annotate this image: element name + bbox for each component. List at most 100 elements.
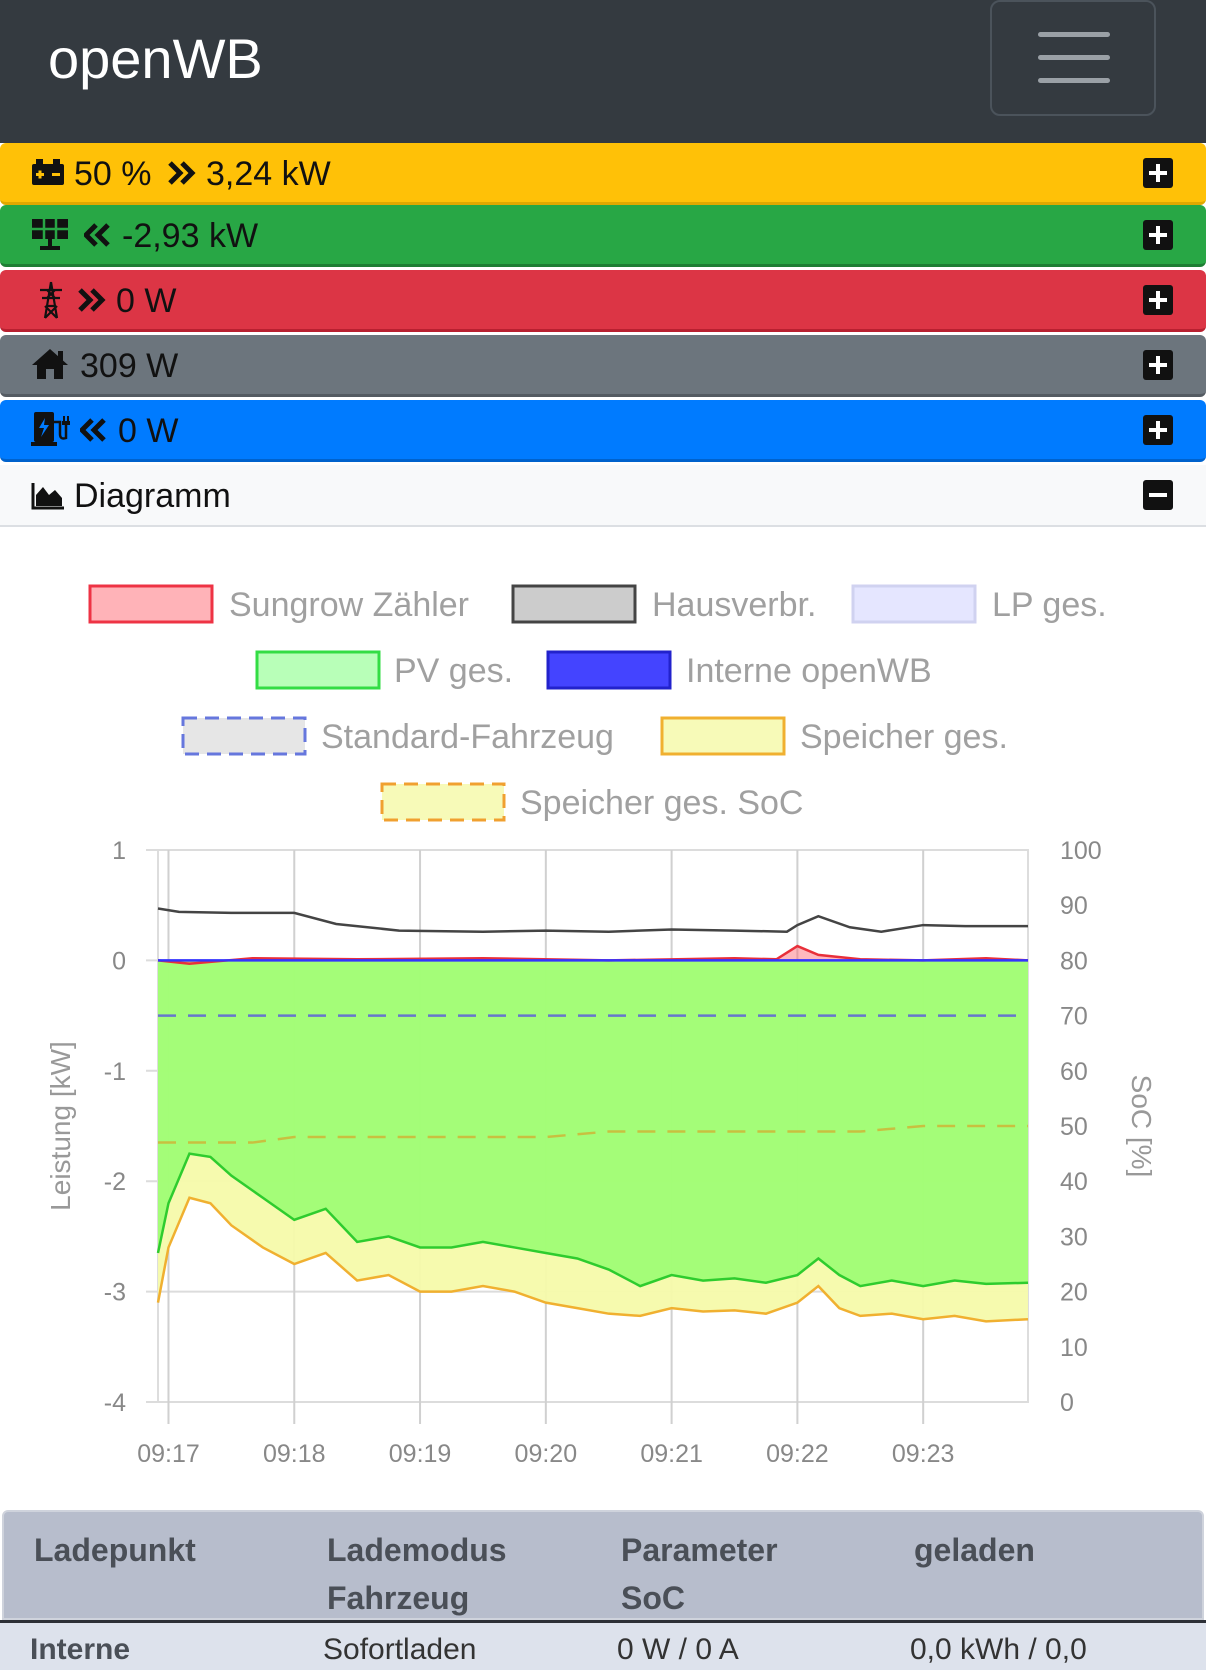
plus-square-icon[interactable]: [1142, 157, 1174, 189]
y-axis-title: Leistung [kW]: [45, 1041, 76, 1211]
header-line: Fahrzeug: [327, 1580, 470, 1616]
geladen-cell: 0,0 kWh / 0,0: [910, 1633, 1087, 1666]
pv-row[interactable]: -2,93 kW: [0, 205, 1206, 267]
house-row[interactable]: 309 W: [0, 335, 1206, 397]
y2-axis-title: SoC [%]: [1126, 1075, 1157, 1178]
legend-label[interactable]: Speicher ges.: [800, 718, 1008, 756]
diagram-label: Diagramm: [74, 477, 231, 515]
battery-soc: 50 %: [74, 155, 152, 193]
chargepoint-row[interactable]: 0 W: [0, 400, 1206, 462]
grid-power: 0 W: [116, 282, 177, 320]
header-line: Ladepunkt: [34, 1532, 196, 1568]
diagram-row[interactable]: Diagramm: [0, 465, 1206, 527]
x-tick-label: 09:20: [515, 1440, 578, 1468]
battery-power: 3,24 kW: [206, 155, 331, 193]
table-row[interactable]: Interne Sofortladen 0 W / 0 A 0,0 kWh / …: [0, 1620, 1206, 1670]
y-tick-label: -1: [104, 1058, 126, 1086]
header-line: geladen: [914, 1532, 1035, 1568]
legend-label[interactable]: LP ges.: [992, 586, 1107, 624]
legend-swatch: [255, 650, 381, 690]
table-header-cell: geladen: [914, 1526, 1035, 1574]
power-chart: Sungrow Zähler Hausverbr. LP ges. PV ges…: [0, 528, 1206, 1508]
x-tick-label: 09:22: [766, 1440, 829, 1468]
table-header-cell: Parameter SoC: [621, 1526, 778, 1622]
plus-square-icon[interactable]: [1142, 349, 1174, 381]
y2-tick-label: 70: [1060, 1003, 1088, 1031]
series-line: [157, 907, 1028, 933]
chargepoint-power: 0 W: [118, 412, 179, 450]
y-tick-label: -4: [104, 1389, 126, 1417]
y2-tick-label: 10: [1060, 1334, 1088, 1362]
plus-square-icon[interactable]: [1142, 284, 1174, 316]
legend-swatch: [511, 584, 637, 624]
x-tick-label: 09:18: [263, 1440, 326, 1468]
hamburger-icon: [1038, 32, 1110, 37]
y2-tick-label: 20: [1060, 1279, 1088, 1307]
parameter-cell: 0 W / 0 A: [617, 1633, 739, 1666]
legend-swatch: [88, 584, 214, 624]
legend-label[interactable]: Standard-Fahrzeug: [321, 718, 614, 756]
double-chevron-left-icon: [80, 418, 106, 442]
series-line: [156, 1196, 1029, 1323]
y-tick-label: -2: [104, 1168, 126, 1196]
legend-label[interactable]: Interne openWB: [686, 652, 932, 690]
header-line: SoC: [621, 1580, 685, 1616]
series-line: [156, 1152, 1029, 1288]
battery-icon: [32, 159, 64, 185]
home-icon: [32, 349, 68, 379]
header-line: Lademodus: [327, 1532, 507, 1568]
grid-row[interactable]: 0 W: [0, 270, 1206, 332]
double-chevron-right-icon: [168, 161, 196, 185]
legend-label[interactable]: Hausverbr.: [652, 586, 816, 624]
chargepoint-table-header: Ladepunkt Lademodus Fahrzeug Parameter S…: [2, 1510, 1204, 1620]
x-tick-label: 09:19: [389, 1440, 452, 1468]
battery-row[interactable]: 50 % 3,24 kW: [0, 143, 1206, 205]
x-tick-label: 09:21: [640, 1440, 703, 1468]
y-tick-label: 1: [112, 837, 126, 865]
legend-swatch: [181, 716, 307, 756]
y-tick-label: 0: [112, 947, 126, 975]
y2-tick-label: 30: [1060, 1223, 1088, 1251]
y2-tick-label: 100: [1060, 837, 1102, 865]
legend-label[interactable]: Speicher ges. SoC: [520, 784, 804, 822]
y2-tick-label: 60: [1060, 1058, 1088, 1086]
minus-square-icon[interactable]: [1142, 479, 1174, 511]
legend-label[interactable]: Sungrow Zähler: [229, 586, 469, 624]
x-tick-label: 09:23: [892, 1440, 955, 1468]
series-area: [158, 960, 1028, 1287]
y2-tick-label: 80: [1060, 947, 1088, 975]
solar-panel-icon: [32, 219, 68, 250]
lademodus-cell[interactable]: Sofortladen: [323, 1633, 477, 1666]
hamburger-icon: [1038, 78, 1110, 83]
legend-swatch: [546, 650, 672, 690]
double-chevron-right-icon: [78, 288, 106, 312]
plus-square-icon[interactable]: [1142, 414, 1174, 446]
navbar: openWB: [0, 0, 1206, 143]
power-chart-svg: Sungrow Zähler Hausverbr. LP ges. PV ges…: [45, 584, 1157, 1468]
y2-tick-label: 90: [1060, 892, 1088, 920]
series-line: [158, 1124, 1028, 1144]
y2-tick-label: 0: [1060, 1389, 1074, 1417]
table-header-cell: Ladepunkt: [34, 1526, 196, 1574]
menu-toggle-button[interactable]: [990, 0, 1156, 116]
plus-square-icon[interactable]: [1142, 219, 1174, 251]
house-power: 309 W: [80, 347, 179, 385]
y2-tick-label: 50: [1060, 1113, 1088, 1141]
ladepunkt-cell[interactable]: Interne: [30, 1633, 131, 1666]
header-line: Parameter: [621, 1532, 778, 1568]
brand-title[interactable]: openWB: [48, 27, 263, 90]
legend-label[interactable]: PV ges.: [394, 652, 513, 690]
y-tick-label: -3: [104, 1279, 126, 1307]
legend-swatch: [660, 716, 786, 756]
legend-swatch: [380, 782, 506, 822]
hamburger-icon: [1038, 55, 1110, 60]
table-header-cell: Lademodus Fahrzeug: [327, 1526, 507, 1622]
pv-power: -2,93 kW: [122, 217, 259, 255]
charging-station-icon: [31, 412, 70, 446]
power-tower-icon: [40, 281, 62, 319]
chart-legend: Sungrow Zähler Hausverbr. LP ges. PV ges…: [88, 584, 1107, 822]
area-chart-icon: [31, 483, 64, 510]
legend-swatch: [851, 584, 977, 624]
y2-tick-label: 40: [1060, 1168, 1088, 1196]
